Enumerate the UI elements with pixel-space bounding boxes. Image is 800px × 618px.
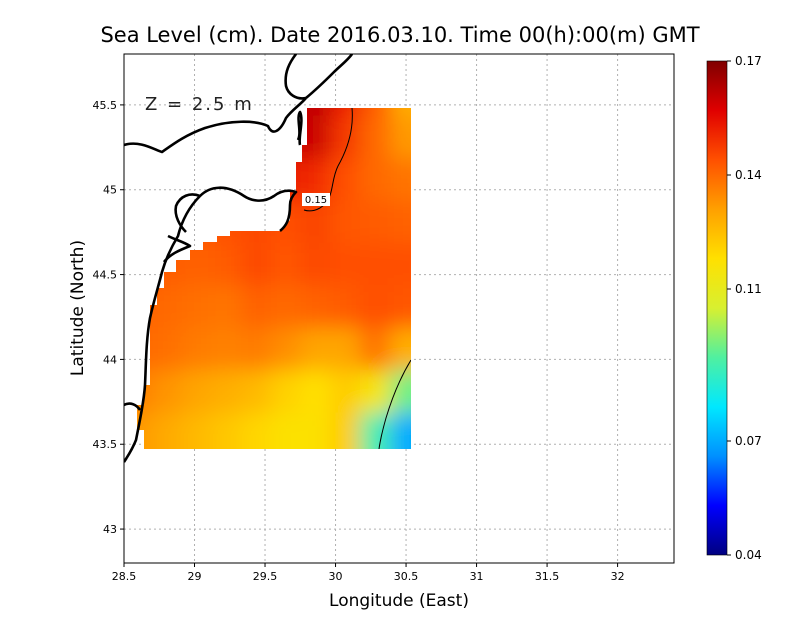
colorbar-tick-label: 0.14 (735, 168, 762, 182)
x-tick-label: 29 (188, 570, 202, 583)
coastline-west (124, 97, 307, 154)
x-axis-ticks: 28.5 29 29.5 30 30.5 31 31.5 32 (112, 563, 625, 583)
contour-line-east (378, 359, 411, 449)
x-tick-label: 30.5 (394, 570, 419, 583)
y-axis-label: Latitude (North) (68, 240, 88, 376)
contour-label: 0.15 (302, 193, 330, 206)
y-tick-label: 45 (103, 184, 117, 197)
coastline-south (124, 402, 142, 411)
colorbar: 0.17 0.14 0.11 0.07 0.04 (706, 54, 762, 562)
x-tick-label: 31 (470, 570, 484, 583)
y-tick-label: 44.5 (93, 269, 118, 282)
x-tick-label: 28.5 (112, 570, 137, 583)
field-cell (390, 412, 411, 449)
x-axis-label: Longitude (East) (329, 591, 469, 611)
lagoon-shore (296, 110, 303, 146)
x-tick-label: 32 (611, 570, 625, 583)
chart-title: Sea Level (cm). Date 2016.03.10. Time 00… (100, 23, 699, 47)
coastline-delta (124, 186, 298, 463)
x-tick-label: 29.5 (253, 570, 278, 583)
y-tick-label: 43 (103, 523, 117, 536)
x-tick-label: 30 (329, 570, 343, 583)
plot-frame (123, 53, 675, 564)
depth-annotation: Z = 2.5 m (145, 94, 254, 115)
y-axis-ticks: 43 43.5 44 44.5 45 45.5 (93, 99, 124, 536)
y-tick-label: 45.5 (93, 99, 118, 112)
colorbar-tick-label: 0.04 (735, 548, 762, 562)
coastline (124, 54, 354, 463)
colorbar-tick-label: 0.07 (735, 434, 762, 448)
x-tick-label: 31.5 (535, 570, 560, 583)
y-tick-label: 43.5 (93, 438, 118, 451)
contour-line-0.15 (303, 108, 353, 212)
delta-channel (174, 193, 201, 233)
colorbar-ticks: 0.17 0.14 0.11 0.07 0.04 (727, 54, 762, 562)
contour-label-text: 0.15 (305, 195, 327, 206)
colorbar-tick-label: 0.11 (735, 282, 762, 296)
colorbar-bar (706, 60, 728, 556)
coastline-north (305, 54, 354, 99)
coastline-north-inlet (284, 54, 307, 100)
colorbar-tick-label: 0.17 (735, 54, 762, 68)
lake-razim (162, 234, 192, 263)
y-tick-label: 44 (103, 353, 117, 366)
contour-label-box (302, 193, 330, 206)
plot-area: 0.15 Z = 2.5 m 28.5 29 29.5 30 30.5 31 31.5 32 … (93, 53, 675, 583)
